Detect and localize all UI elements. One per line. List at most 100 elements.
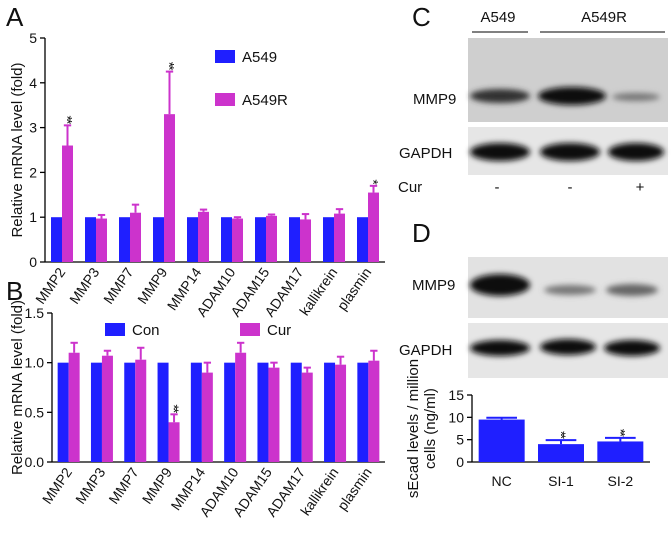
row-label: MMP9 — [412, 277, 455, 294]
bar — [221, 217, 232, 262]
band — [470, 340, 530, 356]
bar — [368, 192, 379, 262]
y-axis-label: cells (ng/ml) — [422, 388, 439, 469]
legend-swatch — [240, 323, 260, 336]
y-tick-label: 0 — [29, 254, 37, 270]
y-axis-label: Relative mRNA level (fold) — [9, 300, 26, 475]
band — [538, 87, 606, 105]
band — [606, 284, 658, 296]
bar — [164, 114, 175, 262]
significance: ** — [613, 429, 628, 437]
x-tick-label: MMP7 — [100, 264, 136, 306]
group-label: A549 — [480, 9, 515, 26]
y-tick-label: 0 — [456, 454, 464, 470]
bar — [130, 212, 141, 262]
x-tick-label: SI-1 — [548, 473, 574, 489]
bar — [323, 217, 334, 262]
legend-label: Con — [132, 322, 160, 339]
bar — [368, 360, 380, 462]
significance: * — [366, 179, 382, 185]
treatment-sign: - — [568, 179, 573, 196]
bar — [90, 362, 102, 462]
bar — [187, 217, 198, 262]
y-tick-label: 5 — [29, 30, 37, 46]
band — [470, 274, 530, 296]
bar — [96, 218, 107, 262]
treatment-sign: - — [495, 179, 500, 196]
bar — [290, 362, 302, 462]
band — [604, 340, 660, 356]
y-tick-label: 10 — [448, 409, 464, 425]
bar — [157, 362, 169, 462]
bar — [357, 362, 369, 462]
bar — [266, 215, 277, 262]
bar — [198, 211, 209, 262]
bar — [168, 422, 180, 462]
bar — [85, 217, 96, 262]
y-tick-label: 4 — [29, 75, 37, 91]
bar — [334, 213, 345, 262]
legend-swatch — [215, 50, 235, 63]
legend-label: A549R — [242, 92, 288, 109]
x-tick-label: NC — [492, 473, 512, 489]
band — [470, 143, 530, 161]
y-tick-label: 3 — [29, 120, 37, 136]
group-label: A549R — [581, 9, 627, 26]
bar — [324, 362, 336, 462]
bar — [57, 362, 69, 462]
y-axis-label: sEcad levels / million — [405, 359, 422, 498]
x-tick-label: plasmin — [334, 465, 375, 514]
significance: ** — [554, 431, 569, 439]
significance: ** — [162, 62, 178, 71]
x-tick-label: MMP3 — [72, 464, 108, 506]
panel-label: C — [412, 2, 431, 32]
bar — [257, 362, 269, 462]
bar — [289, 217, 300, 262]
bar — [232, 218, 243, 262]
x-tick-label: MMP2 — [32, 264, 68, 306]
x-tick-label: MMP2 — [39, 464, 75, 506]
panel-label: B — [6, 276, 23, 306]
bar — [62, 145, 73, 262]
band — [608, 143, 664, 161]
bar — [201, 372, 213, 462]
y-tick-label: 0.0 — [25, 454, 45, 470]
band — [544, 285, 596, 295]
band — [612, 93, 660, 101]
y-tick-label: 15 — [448, 387, 464, 403]
y-tick-label: 0.5 — [25, 404, 45, 420]
blot — [468, 38, 668, 122]
row-label: MMP9 — [413, 91, 456, 108]
panel-label: D — [412, 218, 431, 248]
bar — [68, 352, 80, 462]
y-tick-label: 1.5 — [25, 305, 45, 321]
bar — [268, 367, 280, 462]
bar — [300, 219, 311, 262]
bar — [538, 444, 584, 462]
y-tick-label: 2 — [29, 164, 37, 180]
legend-label: Cur — [267, 322, 291, 339]
significance: ** — [166, 404, 182, 413]
y-tick-label: 1 — [29, 209, 37, 225]
bar — [235, 352, 247, 462]
legend-swatch — [215, 93, 235, 106]
y-tick-label: 1.0 — [25, 355, 45, 371]
bar — [597, 441, 644, 462]
bar — [51, 217, 62, 262]
bar — [153, 217, 164, 262]
band — [470, 89, 530, 103]
treatment-sign: + — [636, 179, 645, 196]
bar — [119, 217, 130, 262]
y-tick-label: 5 — [456, 432, 464, 448]
band — [540, 339, 596, 355]
bar — [135, 359, 147, 462]
bar — [101, 355, 113, 462]
x-tick-label: plasmin — [334, 265, 375, 314]
legend-label: A549 — [242, 49, 277, 66]
bar — [190, 362, 202, 462]
bar — [478, 419, 525, 462]
x-tick-label: MMP3 — [66, 264, 102, 306]
y-axis-label: Relative mRNA level (fold) — [9, 62, 26, 237]
